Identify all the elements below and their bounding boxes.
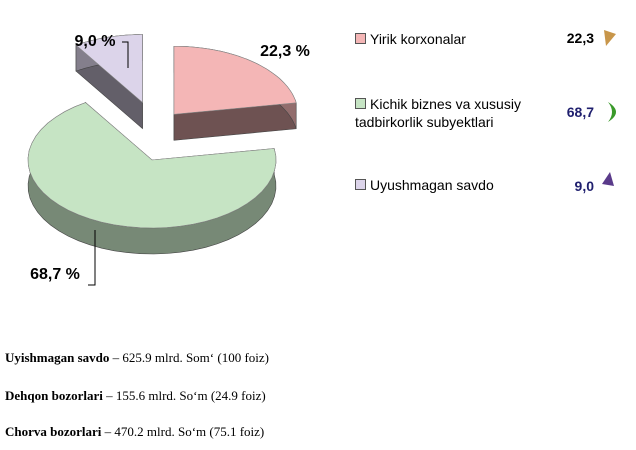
pie-chart: 22,3 % 68,7 % 9,0 % — [27, 30, 616, 286]
legend-swatch — [355, 98, 366, 109]
legend-label: Yirik korxonalar — [370, 31, 466, 47]
legend-label: Uyushmagan savdo — [370, 177, 494, 193]
note-text: – 625.9 mlrd. Som‘ (100 foiz) — [109, 350, 269, 365]
slice — [27, 102, 277, 229]
legend-entry: Uyushmagan savdo — [355, 176, 555, 194]
legend-entry: Kichik biznes va xususiy tadbirkorlik su… — [355, 95, 555, 131]
leader-line — [88, 230, 96, 286]
legend-value: 68,7 — [566, 104, 594, 120]
note-title: Uyishmagan savdo — [5, 350, 110, 365]
data-label: 22,3 % — [260, 43, 310, 60]
legend-icon — [604, 30, 616, 46]
note: Dehqon bozorlari – 155.6 mlrd. So‘m (24.… — [5, 388, 266, 404]
note-title: Chorva bozorlari — [5, 424, 102, 439]
legend-swatch — [355, 179, 366, 190]
legend-value: 22,3 — [566, 30, 594, 46]
slice — [173, 46, 297, 115]
note-text: – 470.2 mlrd. So‘m (75.1 foiz) — [101, 424, 265, 439]
legend-entry: Yirik korxonalar — [355, 30, 555, 48]
legend-icon — [608, 102, 616, 122]
leader-line — [122, 41, 129, 68]
note: Chorva bozorlari – 470.2 mlrd. So‘m (75.… — [5, 424, 264, 440]
data-label: 68,7 % — [30, 266, 80, 283]
legend-value: 9,0 — [574, 178, 594, 194]
note-title: Dehqon bozorlari — [5, 388, 103, 403]
slice — [75, 34, 143, 104]
note: Uyishmagan savdo – 625.9 mlrd. Som‘ (100… — [5, 350, 269, 366]
note-text: – 155.6 mlrd. So‘m (24.9 foiz) — [102, 388, 266, 403]
legend-swatch — [355, 33, 366, 44]
data-label: 9,0 % — [75, 33, 116, 50]
legend-label: Kichik biznes va xususiy tadbirkorlik su… — [355, 96, 521, 130]
legend-icon — [602, 172, 614, 186]
